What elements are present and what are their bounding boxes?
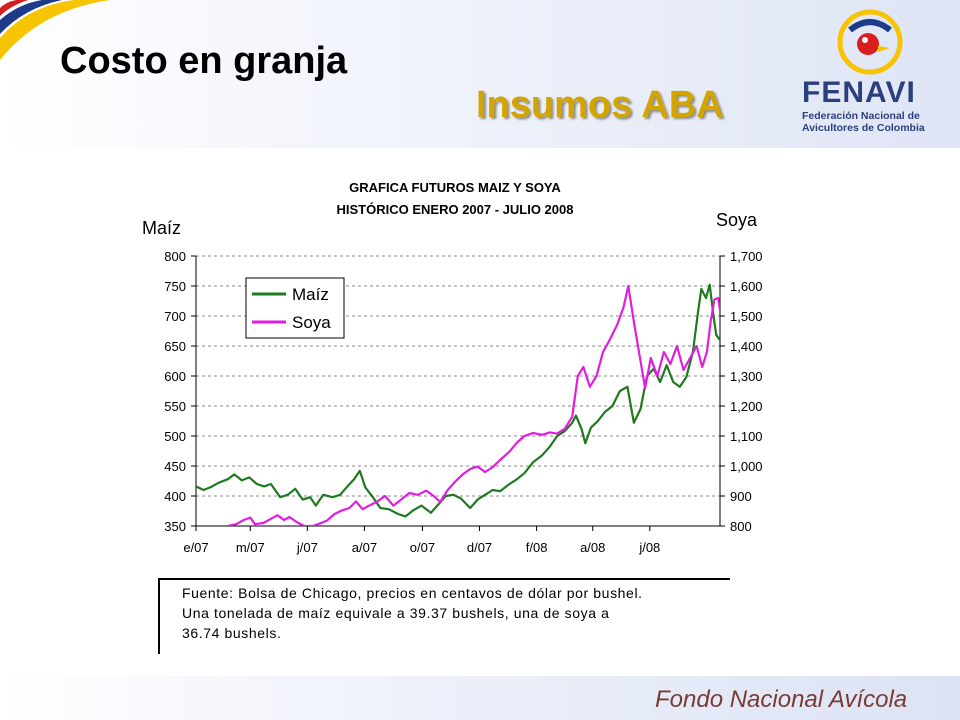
source-note: Fuente: Bolsa de Chicago, precios en cen…	[182, 583, 722, 643]
fenavi-logo: FENAVI Federación Nacional de Avicultore…	[790, 8, 950, 138]
right-tick-label: 900	[730, 489, 752, 504]
left-tick-label: 500	[164, 429, 186, 444]
x-tick-label: m/07	[236, 540, 265, 555]
right-tick-label: 1,200	[730, 399, 763, 414]
source-note-line: Una tonelada de maíz equivale a 39.37 bu…	[182, 605, 610, 621]
right-tick-label: 800	[730, 519, 752, 534]
slide-subtitle: Insumos ABA	[476, 84, 724, 126]
left-tick-label: 350	[164, 519, 186, 534]
fenavi-bird-emblem	[837, 9, 903, 75]
logo-caption: Federación Nacional de Avicultores de Co…	[802, 110, 952, 134]
legend-box	[245, 277, 345, 339]
source-note-line: 36.74 bushels.	[182, 625, 282, 641]
slide-title: Costo en granja	[60, 40, 348, 82]
source-note-line: Fuente: Bolsa de Chicago, precios en cen…	[182, 585, 643, 601]
right-tick-label: 1,100	[730, 429, 763, 444]
footer-band	[0, 676, 960, 720]
x-tick-label: j/07	[296, 540, 318, 555]
x-tick-label: a/08	[580, 540, 605, 555]
left-axis-title: Maíz	[142, 218, 182, 238]
x-tick-label: e/07	[183, 540, 208, 555]
right-tick-label: 1,500	[730, 309, 763, 324]
left-tick-label: 400	[164, 489, 186, 504]
logo-caption-line: Avicultores de Colombia	[802, 122, 925, 134]
right-tick-label: 1,000	[730, 459, 763, 474]
right-axis-title: Soya	[716, 210, 758, 230]
x-tick-label: a/07	[352, 540, 377, 555]
left-tick-label: 650	[164, 339, 186, 354]
x-tick-label: j/08	[638, 540, 660, 555]
x-tick-label: o/07	[410, 540, 435, 555]
right-tick-label: 1,400	[730, 339, 763, 354]
left-tick-label: 700	[164, 309, 186, 324]
logo-caption-line: Federación Nacional de	[802, 110, 920, 122]
series-line-soya	[227, 284, 720, 526]
right-tick-label: 1,300	[730, 369, 763, 384]
x-tick-label: f/08	[526, 540, 548, 555]
x-tick-label: d/07	[467, 540, 492, 555]
source-note-frame	[158, 578, 730, 654]
footer-label: Fondo Nacional Avícola	[655, 686, 908, 713]
logo-name: FENAVI	[802, 76, 916, 109]
left-tick-label: 550	[164, 399, 186, 414]
left-tick-label: 750	[164, 279, 186, 294]
chart-title: GRAFICA FUTUROS MAIZ Y SOYA	[349, 180, 561, 195]
legend-label: Soya	[292, 313, 331, 332]
left-tick-label: 450	[164, 459, 186, 474]
left-tick-label: 600	[164, 369, 186, 384]
right-tick-label: 1,600	[730, 279, 763, 294]
header-band	[0, 0, 960, 148]
corner-swoosh-graphic	[0, 0, 110, 60]
legend-label: Maíz	[292, 285, 329, 304]
right-tick-label: 1,700	[730, 249, 763, 264]
left-tick-label: 800	[164, 249, 186, 264]
chart-subtitle: HISTÓRICO ENERO 2007 - JULIO 2008	[336, 202, 574, 217]
